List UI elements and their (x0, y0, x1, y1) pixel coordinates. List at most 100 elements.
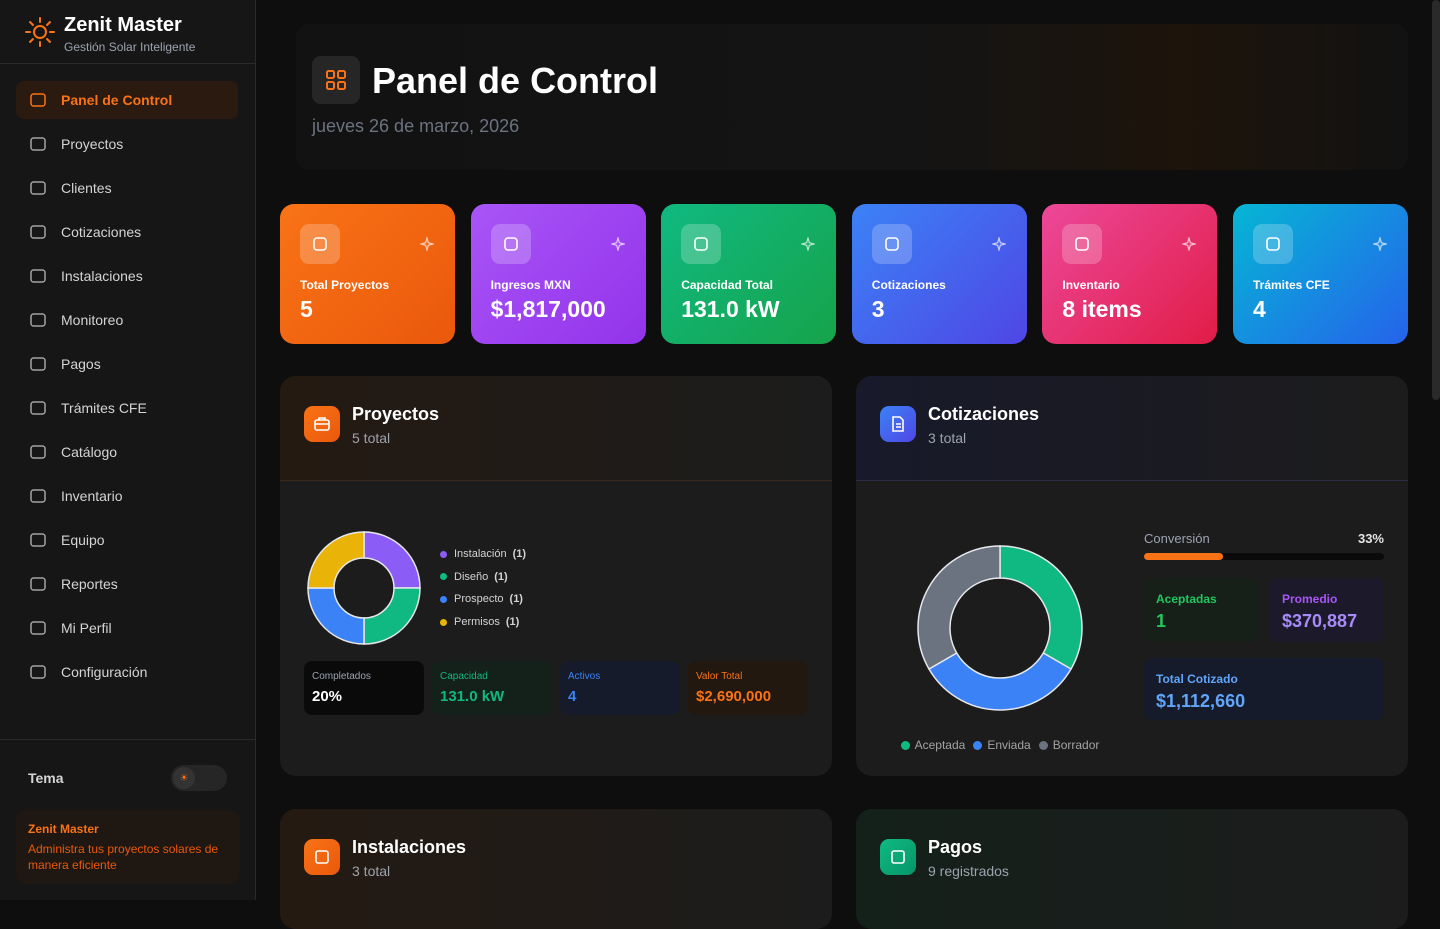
nav-item[interactable]: Reportes (16, 565, 238, 603)
legend-swatch (973, 740, 983, 750)
nav-icon (30, 621, 46, 635)
sparkle (610, 237, 625, 251)
metric-value: 1 (1156, 611, 1167, 631)
brand: Zenit Master (64, 14, 182, 36)
nav-icon (30, 181, 46, 195)
cotizaciones-panel: Cotizaciones 3 total Aceptada Enviada Bo… (856, 376, 1408, 776)
nav-label: Configuración (61, 664, 148, 680)
nav-item[interactable]: Equipo (16, 521, 238, 559)
nav-item[interactable]: Catálogo (16, 433, 238, 471)
stat-label: Ingresos MXN (490, 278, 571, 292)
page-title: Panel de Control (372, 60, 659, 101)
stat-icon (490, 224, 531, 264)
sparkle (420, 237, 434, 251)
metric-label: Total Cotizado (1156, 672, 1238, 686)
header-icon (312, 56, 360, 104)
nav-label: Clientes (61, 180, 112, 196)
metric-value: 4 (568, 688, 577, 705)
legend-count: (1) (494, 570, 508, 583)
panel-header: Cotizaciones 3 total (856, 376, 1408, 481)
nav-item[interactable]: Proyectos (16, 125, 238, 163)
metric-label: Completados (312, 671, 371, 682)
legend-item: Prospecto (1) (440, 593, 523, 605)
legend-count: (1) (509, 593, 523, 606)
theme-label: Tema (28, 770, 64, 786)
stat-label: Capacidad Total (681, 278, 773, 292)
stat-card[interactable]: Trámites CFE 4 (1233, 204, 1408, 344)
panel-subtitle: 5 total (352, 430, 391, 446)
legend-item: Permisos (1) (440, 616, 519, 628)
toggle-knob: ☀ (173, 767, 195, 789)
logo-icon (25, 17, 55, 47)
tagline: Gestión Solar Inteligente (64, 40, 196, 54)
nav-item[interactable]: Monitoreo (16, 301, 238, 339)
panel-subtitle: 3 total (352, 863, 391, 879)
stat-card[interactable]: Cotizaciones 3 (851, 204, 1027, 344)
nav-item[interactable]: Inventario (16, 477, 238, 515)
icon (1266, 237, 1280, 251)
nav-item[interactable]: Configuración (16, 653, 238, 691)
nav-item[interactable]: Clientes (16, 169, 238, 207)
donut-segment (917, 545, 1001, 671)
nav-label: Trámites CFE (61, 400, 147, 416)
scrollbar[interactable] (1432, 0, 1440, 400)
nav-label: Pagos (61, 356, 101, 372)
nav-icon (30, 577, 46, 591)
metric-card: Valor Total $2,690,000 (688, 661, 808, 715)
nav-icon (30, 137, 46, 151)
donut-segment (307, 587, 365, 645)
footer-text: Administra tus proyectos solares de mane… (28, 842, 219, 872)
donut-segment (999, 545, 1083, 671)
stat-card[interactable]: Total Proyectos 5 (280, 204, 455, 344)
metric-card: Capacidad 131.0 kW (432, 661, 552, 715)
nav-item[interactable]: Panel de Control (16, 81, 238, 119)
stat-label: Trámites CFE (1253, 278, 1330, 292)
nav-label: Reportes (61, 576, 118, 592)
nav-label: Inventario (61, 488, 123, 504)
legend-label: Permisos (454, 616, 500, 629)
panel-title: Cotizaciones (928, 404, 1040, 424)
metric-card: Aceptadas 1 (1144, 578, 1258, 642)
conversion-bar (1144, 553, 1224, 560)
page-date: jueves 26 de marzo, 2026 (312, 116, 520, 136)
legend-count: (1) (505, 616, 520, 629)
stat-value: 4 (1253, 296, 1266, 322)
nav-icon (30, 93, 46, 107)
legend-label: Aceptada (914, 738, 966, 752)
icon (1075, 237, 1090, 251)
stat-icon (1253, 224, 1293, 264)
sparkle (1182, 237, 1197, 251)
nav-item[interactable]: Pagos (16, 345, 238, 383)
legend-swatch (440, 573, 447, 581)
legend-swatch (440, 595, 447, 603)
panel-header: Instalaciones 3 total (280, 809, 832, 929)
nav-item[interactable]: Cotizaciones (16, 213, 238, 251)
legend-label: Instalación (454, 548, 507, 560)
metric-card: Completados 20% (304, 661, 424, 715)
panel-header: Proyectos 5 total (280, 376, 832, 481)
stat-card[interactable]: Ingresos MXN $1,817,000 (470, 204, 646, 344)
legend-label: Diseño (454, 570, 489, 583)
metric-card: Total Cotizado $1,112,660 (1144, 658, 1384, 720)
stat-card[interactable]: Inventario 8 items (1042, 204, 1218, 344)
nav-item[interactable]: Trámites CFE (16, 389, 238, 427)
theme-toggle[interactable]: ☀ (171, 765, 227, 791)
icon (694, 237, 708, 251)
stat-value: $1,817,000 (490, 296, 606, 322)
metric-card: Activos 4 (560, 661, 680, 715)
metric-label: Capacidad (440, 671, 488, 682)
icon (314, 417, 330, 431)
panel: Pagos 9 registrados (856, 809, 1408, 929)
nav-label: Catálogo (61, 444, 118, 460)
sidebar: Zenit Master Gestión Solar Inteligente P… (0, 0, 256, 900)
grid-icon (326, 70, 346, 90)
nav-item[interactable]: Instalaciones (16, 257, 238, 295)
nav-label: Panel de Control (61, 92, 173, 108)
stat-card[interactable]: Capacidad Total 131.0 kW (661, 204, 837, 344)
nav-label: Proyectos (61, 136, 124, 152)
metric-value: 20% (312, 688, 343, 705)
nav-item[interactable]: Mi Perfil (16, 609, 238, 647)
legend-swatch (900, 740, 910, 750)
stat-value: 5 (300, 296, 313, 322)
